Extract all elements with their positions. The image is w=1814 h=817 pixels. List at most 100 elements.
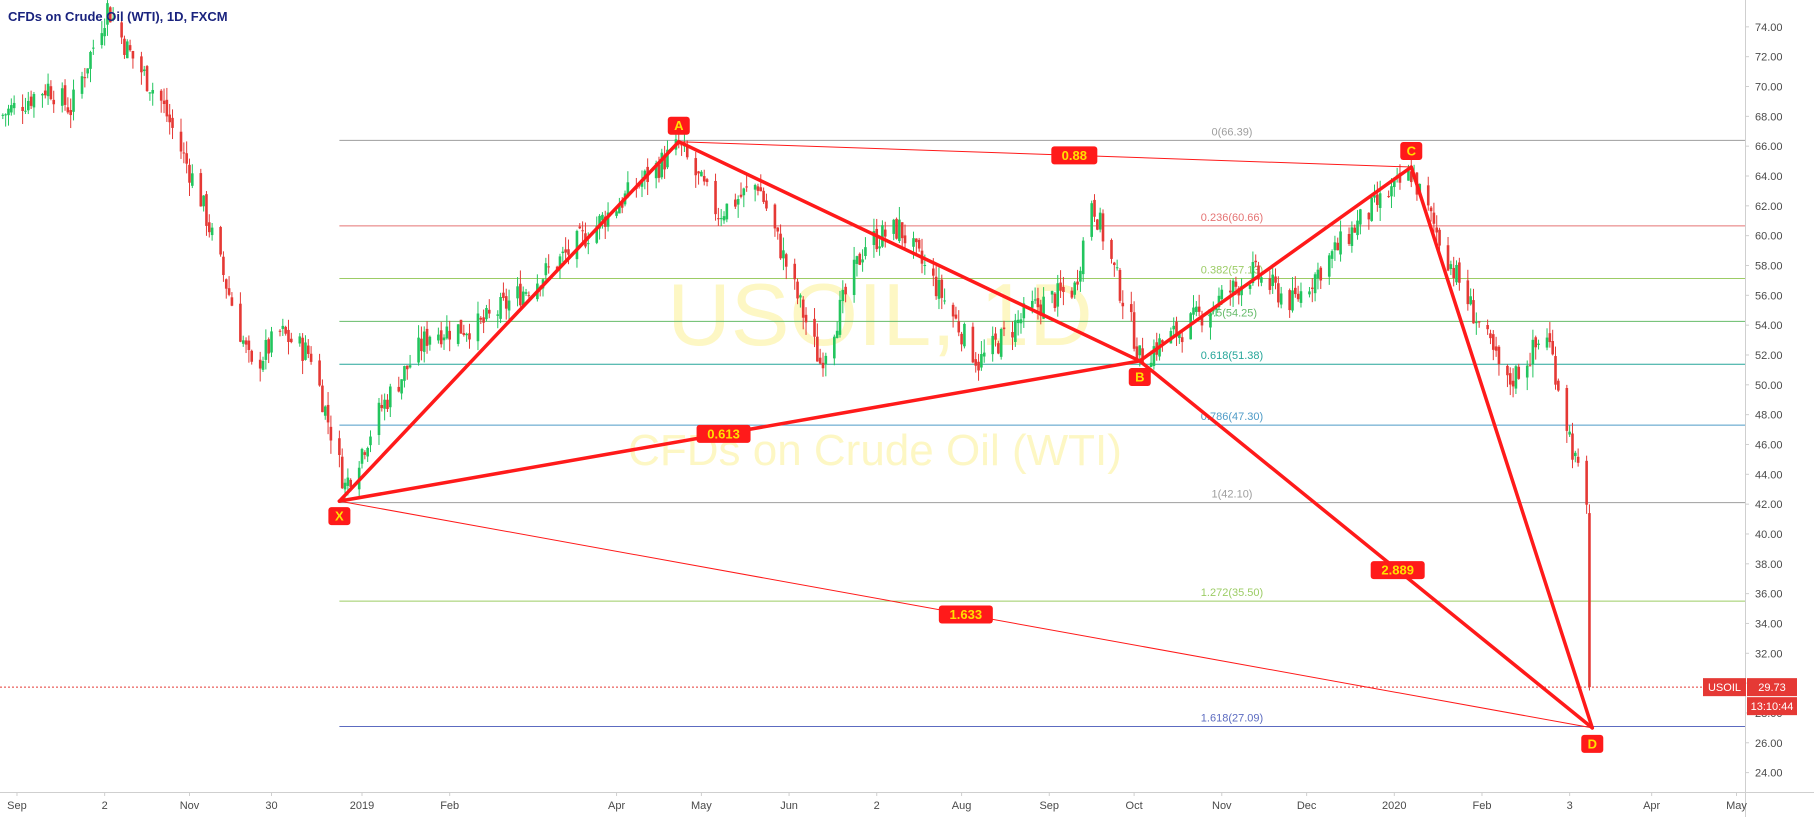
candle-body <box>734 199 737 207</box>
candle-body <box>83 77 87 79</box>
candle-body <box>120 22 123 38</box>
candle-body <box>349 479 352 488</box>
candle-body <box>980 354 983 368</box>
price-tick-label: 52.00 <box>1755 350 1783 362</box>
pattern-ratio-label[interactable]: 2.889 <box>1370 561 1425 580</box>
candle-body <box>799 295 802 298</box>
candle-body <box>397 386 401 392</box>
candle-body <box>1554 356 1557 385</box>
candle-body <box>227 288 231 295</box>
pattern-leg[interactable] <box>1409 165 1595 730</box>
candle-body <box>1475 322 1478 324</box>
candle-body <box>1333 242 1337 251</box>
candle-body <box>162 100 166 104</box>
candle-body <box>301 337 304 361</box>
candle-body <box>1393 178 1396 188</box>
candle-body <box>1141 348 1144 365</box>
candle-body <box>1248 284 1252 289</box>
candle-body <box>858 253 862 265</box>
candle-body <box>1359 209 1362 225</box>
candle-body <box>717 218 720 220</box>
pattern-point-label-text: C <box>1407 144 1417 159</box>
candle-body <box>1180 337 1184 343</box>
candle-body <box>994 333 997 340</box>
time-tick-label: Dec <box>1297 800 1317 812</box>
pattern-leg[interactable] <box>337 139 681 503</box>
candle-body <box>1313 274 1317 294</box>
candle-body <box>940 279 944 298</box>
time-tick-label: Apr <box>1643 800 1660 812</box>
pattern-point-label-bg <box>1128 367 1151 386</box>
xabcd-pattern[interactable]: X A B C D 0.88 0.613 2.889 1.633 <box>328 116 1604 753</box>
candle-body <box>329 426 333 441</box>
pattern-leg[interactable] <box>1138 165 1414 363</box>
symbol-title[interactable]: CFDs on Crude Oil (WTI), 1D, FXCM <box>8 9 228 24</box>
pattern-point-label-bg <box>667 116 690 135</box>
candle-body <box>977 361 980 371</box>
candle-body <box>323 406 327 416</box>
price-tick-label: 60.00 <box>1755 231 1783 243</box>
candle-body <box>1294 287 1297 295</box>
candle-body <box>343 482 347 490</box>
pattern-point-label[interactable]: B <box>1128 367 1151 386</box>
fibonacci-levels[interactable]: 0(66.39) 0.236(60.66) 0.382(57.13) 0.5(54.2… <box>339 126 1745 728</box>
candle-body <box>41 93 44 96</box>
candle-body <box>719 218 723 220</box>
pattern-point-label-bg <box>1581 734 1604 753</box>
candle-body <box>425 328 429 346</box>
candle-body <box>586 243 590 245</box>
candle-body <box>482 317 485 323</box>
candle-body <box>991 335 994 355</box>
pattern-point-label[interactable]: X <box>328 507 351 526</box>
candle-body <box>383 399 386 409</box>
candle-body <box>1234 281 1238 287</box>
candle-body <box>1101 213 1105 242</box>
candle-body <box>363 452 367 455</box>
pattern-ratio-label[interactable]: 1.633 <box>938 605 993 624</box>
candle-body <box>1036 298 1040 308</box>
time-tick-label: 2020 <box>1382 800 1406 812</box>
candle-body <box>567 249 570 255</box>
candle-body <box>1435 227 1439 233</box>
candle-body <box>128 45 132 51</box>
candle-body <box>1110 239 1113 259</box>
candle-body <box>1296 293 1300 300</box>
candle-body <box>1336 242 1340 251</box>
pattern-ratio-label[interactable]: 0.88 <box>1051 146 1098 165</box>
candle-body <box>284 326 287 334</box>
candle-body <box>1178 333 1181 339</box>
time-tick-label: Jun <box>780 800 798 812</box>
candle-body <box>239 303 242 342</box>
price-tick-label: 26.00 <box>1755 738 1783 750</box>
candle-body <box>49 86 53 100</box>
candle-body <box>340 456 344 489</box>
candle-body <box>1557 380 1560 391</box>
candle-body <box>1588 513 1591 688</box>
candle-body <box>1135 346 1139 359</box>
candle-body <box>844 286 847 295</box>
candle-body <box>1132 312 1136 349</box>
pattern-leg[interactable] <box>1138 359 1595 730</box>
pattern-point-label[interactable]: D <box>1581 734 1604 753</box>
candle-body <box>1081 240 1085 275</box>
price-tag-symbol: USOIL <box>1708 682 1741 694</box>
candle-body <box>1197 306 1201 312</box>
pattern-point-label[interactable]: C <box>1400 142 1423 161</box>
time-tick-label: Apr <box>608 800 625 812</box>
candle-body <box>80 76 84 94</box>
candle-body <box>1489 333 1492 339</box>
candle-body <box>1291 290 1294 311</box>
candle-body <box>12 102 16 109</box>
pattern-ratio-label[interactable]: 0.613 <box>696 424 751 443</box>
candle-body <box>1466 280 1470 305</box>
price-tick-label: 50.00 <box>1755 380 1783 392</box>
pattern-point-label[interactable]: A <box>667 116 690 135</box>
pattern-leg[interactable] <box>677 139 1142 363</box>
candle-body <box>1209 313 1212 328</box>
candle-body <box>247 340 251 350</box>
price-tick-label: 24.00 <box>1755 768 1783 780</box>
time-tick-label: Aug <box>952 800 972 812</box>
